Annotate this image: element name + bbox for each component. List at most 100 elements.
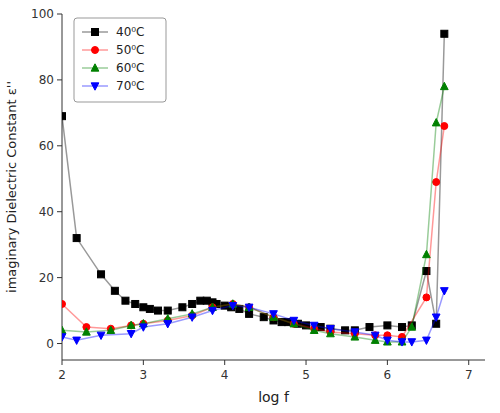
point [164,307,171,314]
legend-marker [91,83,99,90]
x-tick [143,360,144,365]
point [310,322,318,329]
point [399,324,406,331]
y-axis-label: imaginary Dielectric Constant ε'' [4,81,19,293]
y-tick [57,343,62,344]
legend-label: 40⁰C [116,25,144,39]
y-tick [57,79,62,80]
point [432,314,440,321]
x-tick-label: 6 [384,368,392,382]
point [62,113,66,120]
point [408,323,416,330]
chart: 2 3 4 5 6 7 0 20 40 60 80 100 log f imaginary Dielect… [0,0,500,413]
point [179,304,186,311]
point [62,300,66,307]
point [122,297,129,304]
point [139,324,147,331]
point [384,322,391,329]
point [188,314,196,321]
legend-label: 70⁰C [116,79,144,93]
series-line [62,86,444,341]
point [128,322,135,329]
x-axis-line [62,360,485,361]
legend-box [74,18,166,102]
point [83,328,91,335]
point [372,332,379,339]
legend-label: 50⁰C [116,43,144,57]
point [371,332,379,339]
point [423,250,431,257]
x-tick [62,360,63,365]
point [146,305,153,312]
y-tick [57,211,62,212]
point [423,337,431,344]
point [440,82,448,89]
series-line [62,291,444,342]
point [432,119,440,126]
point [351,329,359,336]
x-tick-label: 4 [221,368,229,382]
x-tick-label: 7 [465,368,473,382]
series-line [62,34,444,331]
point [132,300,139,307]
y-tick-label: 100 [31,7,54,21]
point [384,337,392,344]
x-tick-label: 5 [302,368,310,382]
point [73,235,80,242]
point [127,321,135,328]
axes: 2 3 4 5 6 7 0 20 40 60 80 100 [31,7,485,382]
y-tick-label: 80 [39,73,54,87]
y-tick-label: 20 [39,271,54,285]
point [441,123,448,130]
point [229,302,237,309]
point [62,334,66,341]
legend-marker [92,29,99,36]
point [154,307,161,314]
point [440,288,448,295]
series [62,123,448,341]
series [62,288,448,346]
point [270,311,278,318]
point [327,326,335,333]
y-tick [57,145,62,146]
point [209,307,217,314]
point [441,30,448,37]
legend: 40⁰C 50⁰C 60⁰C 70⁰C [74,18,166,102]
point [97,332,105,339]
point [384,338,392,345]
point [197,297,204,304]
x-tick [468,360,469,365]
x-tick [224,360,225,365]
point [98,271,105,278]
legend-marker [92,47,99,54]
y-tick-label: 0 [46,337,54,351]
y-axis-line [62,14,63,360]
point [245,304,253,311]
x-tick [306,360,307,365]
y-tick-label: 40 [39,205,54,219]
point [73,337,81,344]
y-tick-label: 60 [39,139,54,153]
legend-marker [91,64,99,71]
series-line [62,126,444,337]
point [290,317,298,324]
point [408,339,416,346]
point [164,321,172,328]
x-tick-label: 2 [58,368,66,382]
point [140,304,147,311]
point [423,294,430,301]
point [62,326,66,333]
x-tick [387,360,388,365]
point [246,304,253,311]
point [366,324,373,331]
y-tick [57,14,62,15]
series [62,82,448,345]
point [433,179,440,186]
y-tick [57,277,62,278]
x-tick-label: 3 [140,368,148,382]
point [189,300,196,307]
legend-label: 60⁰C [116,61,144,75]
point [107,326,115,333]
x-axis-label: log f [258,389,290,405]
point [127,330,135,337]
